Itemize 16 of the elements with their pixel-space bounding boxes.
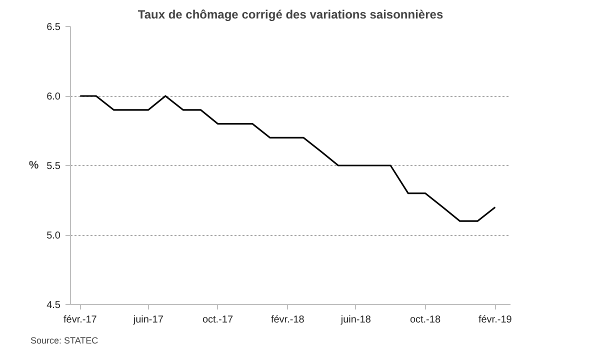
y-tick-label: 6.5 xyxy=(46,22,61,33)
source-note: Source: STATEC xyxy=(30,336,99,346)
y-tick-label: 5.0 xyxy=(46,230,61,242)
line-series xyxy=(79,95,496,222)
x-tick-label: févr.-19 xyxy=(478,314,512,326)
x-tick-label: oct.-18 xyxy=(410,314,441,326)
x-tick-label: févr.-18 xyxy=(270,314,305,326)
y-tick-label: 4.5 xyxy=(46,300,61,311)
x-tick-label: oct.-17 xyxy=(202,314,234,326)
y-axis-title: % xyxy=(28,160,39,172)
x-tick-label: févr.-17 xyxy=(63,314,98,326)
x-tick-label: juin-18 xyxy=(340,314,372,326)
y-tick-label: 5.5 xyxy=(46,161,61,172)
y-tick-label: 6.0 xyxy=(46,92,61,102)
chart-title: Taux de chômage corrigé des variations saisonnières xyxy=(138,8,444,22)
x-tick-label: juin-17 xyxy=(132,314,164,326)
